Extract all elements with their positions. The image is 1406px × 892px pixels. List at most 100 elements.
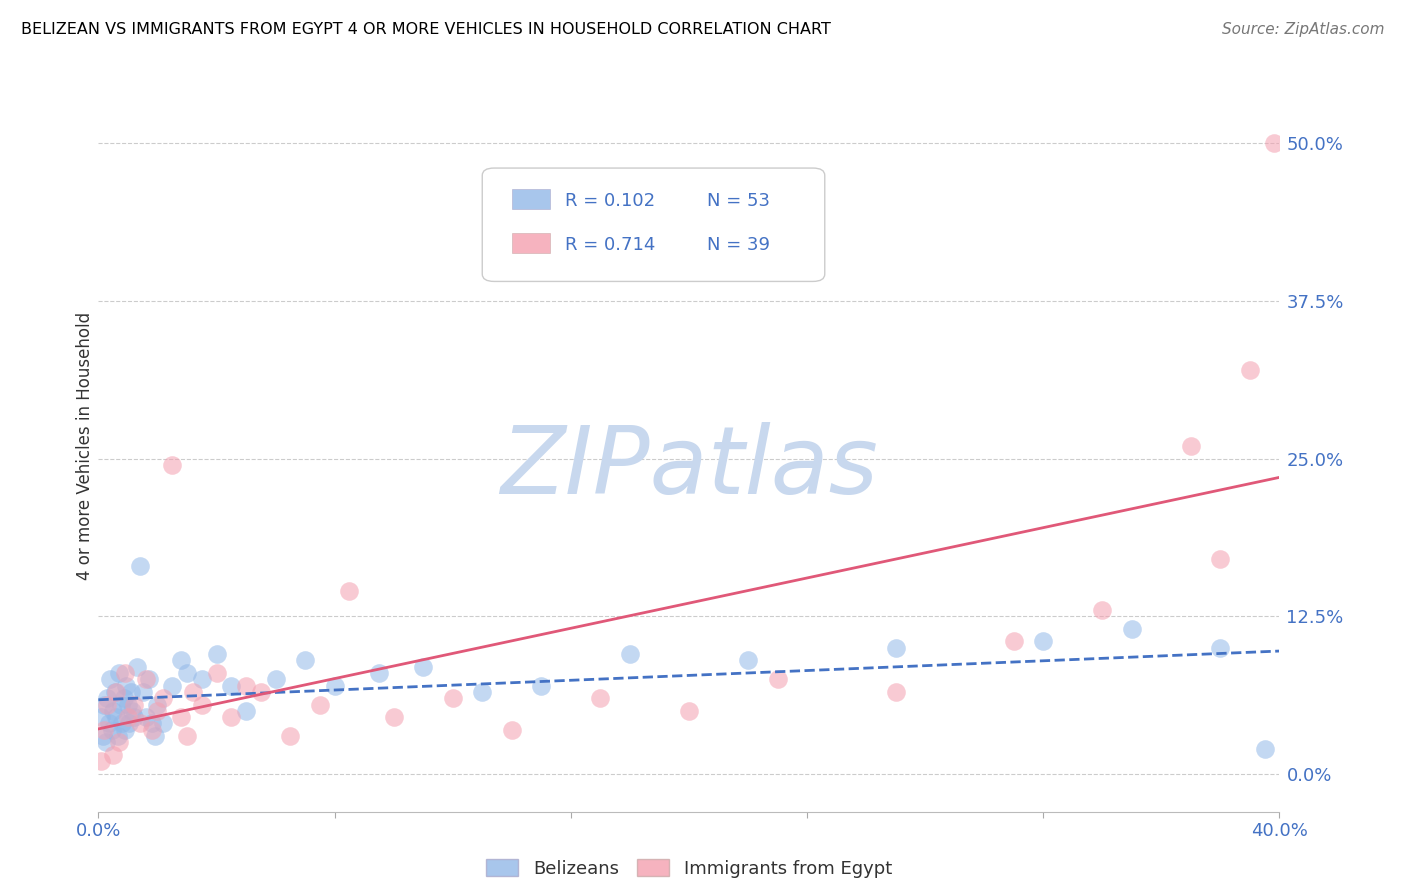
Point xyxy=(114,665,136,680)
Point xyxy=(219,710,243,724)
Point xyxy=(589,691,612,706)
Point xyxy=(264,673,287,687)
Point xyxy=(152,691,174,706)
Point xyxy=(122,698,145,712)
Point xyxy=(98,673,121,687)
Point xyxy=(530,679,553,693)
Point xyxy=(205,647,228,661)
Point xyxy=(135,710,157,724)
Point xyxy=(1091,603,1114,617)
Point xyxy=(143,729,166,743)
Point xyxy=(103,747,125,762)
Point xyxy=(114,723,136,737)
Point xyxy=(471,685,494,699)
Point xyxy=(107,729,129,743)
Point xyxy=(162,458,183,472)
Point xyxy=(278,729,302,743)
Point xyxy=(219,679,243,693)
Point xyxy=(176,729,198,743)
Text: BELIZEAN VS IMMIGRANTS FROM EGYPT 4 OR MORE VEHICLES IN HOUSEHOLD CORRELATION CH: BELIZEAN VS IMMIGRANTS FROM EGYPT 4 OR M… xyxy=(21,22,831,37)
Point xyxy=(205,665,228,680)
Point xyxy=(108,665,131,680)
Point xyxy=(110,698,132,712)
Point xyxy=(112,691,135,706)
Point xyxy=(122,710,145,724)
Point xyxy=(128,558,150,573)
Point xyxy=(91,729,114,743)
Point xyxy=(1254,741,1277,756)
Point xyxy=(146,704,169,718)
Y-axis label: 4 or more Vehicles in Household: 4 or more Vehicles in Household xyxy=(76,312,94,580)
FancyBboxPatch shape xyxy=(482,168,825,282)
Point xyxy=(111,716,134,731)
Point xyxy=(104,685,127,699)
Point xyxy=(1180,439,1202,453)
Point xyxy=(120,685,142,699)
Point xyxy=(181,685,204,699)
Point xyxy=(90,754,112,768)
Text: Source: ZipAtlas.com: Source: ZipAtlas.com xyxy=(1222,22,1385,37)
Point xyxy=(250,685,273,699)
Point xyxy=(90,710,112,724)
Point xyxy=(152,716,174,731)
Point xyxy=(105,710,128,724)
Point xyxy=(1032,634,1054,648)
Point xyxy=(191,698,214,712)
Point xyxy=(170,653,193,667)
Point xyxy=(96,698,118,712)
Text: ZIPatlas: ZIPatlas xyxy=(501,423,877,514)
Bar xyxy=(512,233,550,253)
Text: N = 39: N = 39 xyxy=(707,235,769,254)
Point xyxy=(141,723,163,737)
Point xyxy=(96,691,118,706)
Point xyxy=(235,679,257,693)
Point xyxy=(170,710,193,724)
Point xyxy=(103,704,125,718)
Text: R = 0.714: R = 0.714 xyxy=(565,235,655,254)
Point xyxy=(1209,552,1232,566)
Point xyxy=(884,640,907,655)
Point xyxy=(766,673,789,687)
Point xyxy=(441,691,464,706)
Point xyxy=(619,647,641,661)
Point xyxy=(501,723,523,737)
Point xyxy=(884,685,907,699)
Point xyxy=(337,584,360,599)
Point xyxy=(108,735,131,749)
Point xyxy=(125,659,148,673)
Bar xyxy=(512,189,550,209)
Point xyxy=(412,659,434,673)
Point xyxy=(368,665,391,680)
Text: N = 53: N = 53 xyxy=(707,192,769,210)
Text: R = 0.102: R = 0.102 xyxy=(565,192,655,210)
Point xyxy=(323,679,346,693)
Point xyxy=(162,679,183,693)
Point xyxy=(146,698,169,712)
Point xyxy=(1002,634,1025,648)
Point xyxy=(128,716,150,731)
Point xyxy=(135,673,157,687)
Point xyxy=(121,704,143,718)
Point xyxy=(105,685,128,699)
Point xyxy=(100,723,122,737)
Point xyxy=(1239,363,1261,377)
Point xyxy=(737,653,759,667)
Point xyxy=(117,698,139,712)
Point xyxy=(115,679,138,693)
Point xyxy=(94,735,117,749)
Point xyxy=(1263,136,1285,151)
Point xyxy=(138,673,160,687)
Point xyxy=(309,698,332,712)
Point xyxy=(1209,640,1232,655)
Point xyxy=(678,704,700,718)
Point xyxy=(382,710,405,724)
Point xyxy=(132,685,155,699)
Point xyxy=(118,716,141,731)
Legend: Belizeans, Immigrants from Egypt: Belizeans, Immigrants from Egypt xyxy=(481,854,897,883)
Point xyxy=(93,723,115,737)
Point xyxy=(176,665,198,680)
Point xyxy=(294,653,316,667)
Point xyxy=(191,673,214,687)
Point xyxy=(117,710,139,724)
Point xyxy=(141,716,163,731)
